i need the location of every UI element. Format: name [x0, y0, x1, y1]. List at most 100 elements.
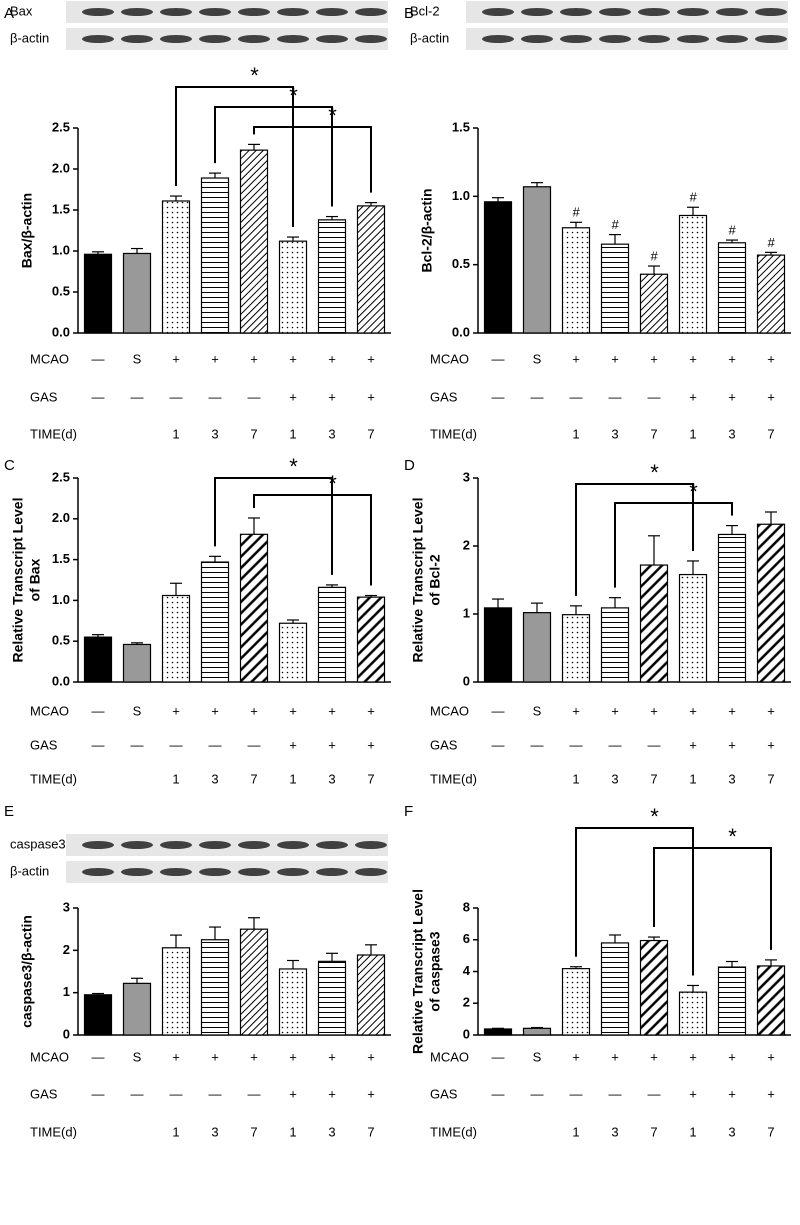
error-bar: [326, 215, 338, 220]
row-label: —: [570, 389, 583, 404]
bar: [356, 205, 386, 334]
row-label: 7: [367, 426, 374, 441]
error-bar: [531, 602, 543, 613]
row-name: TIME(d): [30, 771, 77, 786]
row-label: +: [572, 351, 580, 366]
blot-band: [160, 35, 192, 43]
error-bar: [131, 247, 143, 254]
row-label: +: [211, 703, 219, 718]
row-label: —: [531, 1086, 544, 1101]
panel-letter: C: [4, 457, 15, 474]
row-label: 3: [728, 1124, 735, 1139]
y-tick-label: 3: [63, 899, 70, 914]
row-label: +: [250, 351, 258, 366]
row-label: 1: [172, 1124, 179, 1139]
row-label: 1: [572, 426, 579, 441]
error-bar: [170, 934, 182, 948]
error-bar: [687, 206, 699, 216]
y-tick-label: 1.0: [52, 592, 70, 607]
error-bar: [726, 239, 738, 243]
blot-band: [755, 35, 787, 43]
blot-band: [355, 841, 387, 849]
bar: [200, 177, 230, 334]
blot-band: [121, 868, 153, 876]
row-label: +: [689, 703, 697, 718]
row-label: —: [92, 389, 105, 404]
row-label: +: [172, 351, 180, 366]
blot-band: [677, 35, 709, 43]
row-label: +: [211, 351, 219, 366]
row-label: —: [492, 389, 505, 404]
row-label: +: [572, 703, 580, 718]
y-axis-label: Relative Transcript Level: [410, 498, 426, 663]
significance-star: *: [328, 471, 337, 496]
bar: [522, 186, 552, 334]
blot-band: [82, 35, 114, 43]
error-bar: [765, 511, 777, 525]
row-label: S: [533, 703, 542, 718]
bar: [756, 523, 786, 683]
bar: [639, 564, 669, 683]
row-label: +: [328, 703, 336, 718]
row-label: +: [367, 703, 375, 718]
row-label: 7: [767, 1124, 774, 1139]
bar: [600, 243, 630, 334]
significance-star: *: [250, 63, 259, 88]
row-name: GAS: [430, 389, 458, 404]
y-tick-label: 0.0: [452, 324, 470, 339]
row-name: MCAO: [430, 703, 469, 718]
blot-band: [238, 841, 270, 849]
row-label: S: [133, 351, 142, 366]
row-name: TIME(d): [430, 771, 477, 786]
row-label: +: [689, 351, 697, 366]
error-bar: [92, 251, 104, 255]
y-axis-label: of Bcl-2: [427, 554, 443, 606]
bar: [239, 533, 269, 683]
row-label: —: [92, 351, 105, 366]
row-label: +: [572, 1049, 580, 1064]
error-bar: [570, 966, 582, 969]
row-name: MCAO: [430, 351, 469, 366]
row-label: —: [170, 737, 183, 752]
error-bar: [570, 605, 582, 615]
row-label: 1: [289, 1124, 296, 1139]
error-bar: [492, 598, 504, 608]
blot-band: [355, 868, 387, 876]
row-label: +: [328, 737, 336, 752]
row-label: 3: [328, 771, 335, 786]
row-name: GAS: [430, 737, 458, 752]
bar: [522, 1027, 552, 1036]
error-bar: [170, 582, 182, 596]
row-label: —: [248, 737, 261, 752]
error-bar: [248, 917, 260, 930]
panel-letter: A: [4, 5, 14, 22]
row-label: 7: [250, 1124, 257, 1139]
row-label: —: [92, 737, 105, 752]
error-bar: [570, 221, 582, 228]
blot-label: Bcl-2: [410, 3, 440, 18]
row-label: +: [172, 1049, 180, 1064]
significance-bracket: [653, 847, 772, 950]
error-bar: [287, 619, 299, 624]
bar: [122, 252, 152, 334]
bar: [122, 982, 152, 1036]
y-tick-label: 1.5: [452, 119, 470, 134]
y-tick-label: 3: [463, 469, 470, 484]
row-label: +: [289, 351, 297, 366]
significance-mark: #: [611, 217, 619, 232]
y-tick-label: 1.5: [52, 551, 70, 566]
y-tick-label: 1: [63, 984, 70, 999]
row-label: —: [609, 1086, 622, 1101]
significance-bracket: [175, 86, 294, 228]
row-label: +: [767, 703, 775, 718]
significance-bracket: [614, 502, 733, 588]
row-label: —: [92, 1049, 105, 1064]
y-tick-label: 0.5: [52, 633, 70, 648]
bar: [522, 612, 552, 683]
blot-band: [638, 8, 670, 16]
row-label: —: [248, 389, 261, 404]
blot-band: [121, 8, 153, 16]
row-label: —: [131, 389, 144, 404]
row-label: 3: [728, 771, 735, 786]
bar: [483, 1028, 513, 1036]
